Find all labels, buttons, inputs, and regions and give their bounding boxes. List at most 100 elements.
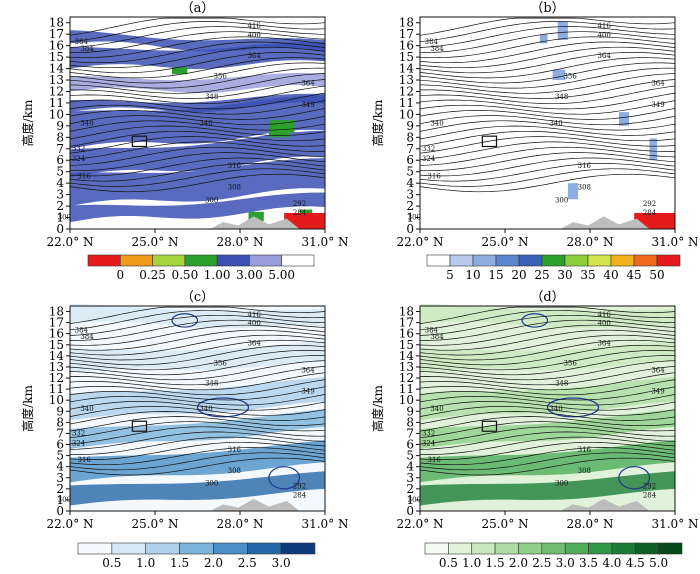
colorbar-swatch	[119, 254, 153, 267]
shaded-cell	[649, 138, 658, 161]
isentrope-line	[419, 334, 676, 356]
cloud-outline	[268, 466, 301, 490]
isentrope-label: 324	[72, 439, 86, 447]
isentrope-line	[69, 400, 326, 411]
y-tick-label: 6	[406, 153, 414, 167]
isentrope-line	[69, 379, 326, 396]
colorbar-swatch	[541, 542, 566, 555]
y-tick-label: 4	[56, 460, 64, 474]
y-tick-label: 9	[56, 404, 64, 418]
terrain	[560, 216, 650, 229]
y-tick-label: 3	[406, 188, 414, 202]
y-tick-label: 0	[406, 504, 414, 518]
isentrope-label: 332	[72, 145, 85, 153]
isentrope-line	[419, 57, 676, 79]
y-tick-label: 17	[399, 316, 414, 330]
colorbar-swatch	[588, 542, 613, 555]
shaded-band	[420, 409, 675, 449]
colorbar-swatch	[564, 254, 589, 267]
y-axis-label: 高度/km	[20, 99, 35, 146]
isentrope-label: 400	[247, 31, 260, 39]
isentrope-line	[419, 17, 676, 36]
y-tick-label: 2	[406, 482, 414, 496]
isentrope-label: 364	[651, 79, 665, 87]
plot-frame	[419, 305, 676, 512]
colorbar-label: 30	[557, 268, 572, 282]
isentrope-line	[69, 416, 326, 432]
isentrope-label: 416	[597, 22, 611, 30]
colorbar-label: 3.0	[556, 556, 575, 570]
colorbar-swatch	[216, 254, 250, 267]
panel-label: （b）	[530, 1, 564, 16]
isentrope-line	[69, 31, 326, 54]
isentrope-label: 316	[77, 172, 91, 180]
isentrope-line	[69, 339, 326, 361]
isentrope-label: 348	[205, 380, 218, 388]
colorbar-swatch	[448, 542, 473, 555]
colorbar-swatch	[518, 254, 543, 267]
y-tick-label: 13	[399, 360, 414, 374]
isentrope-label: 300	[205, 479, 218, 487]
shaded-band	[70, 95, 325, 149]
isentrope-line	[419, 52, 676, 74]
shaded-cell	[539, 34, 548, 44]
colorbar-swatch	[495, 254, 520, 267]
isentrope-line	[419, 372, 676, 391]
isentrope-line	[69, 452, 326, 471]
isentrope-line	[69, 406, 326, 417]
y-axis-label: 高度/km	[370, 385, 385, 432]
isentrope-line	[419, 115, 676, 126]
isentrope-label: 364	[301, 79, 315, 87]
colorbar-label: 25	[534, 268, 549, 282]
isentrope-line	[419, 26, 676, 48]
y-tick-label: 2	[56, 482, 64, 496]
isentrope-line	[419, 62, 676, 84]
y-tick-label: 8	[56, 415, 64, 429]
y-tick-label: 13	[49, 360, 64, 374]
colorbar-swatch	[111, 542, 147, 555]
colorbar-swatch	[656, 254, 681, 267]
shaded-band	[70, 72, 325, 94]
isentrope-line	[69, 115, 326, 126]
colorbar-label: 1.5	[486, 556, 505, 570]
isentrope-label: 384	[80, 333, 94, 341]
isentrope-line	[419, 350, 676, 371]
isentrope-line	[419, 360, 676, 381]
shaded-band	[70, 93, 325, 113]
y-tick-label: 10	[399, 393, 414, 407]
isentrope-line	[419, 146, 676, 166]
isentrope-label: 340	[430, 405, 443, 413]
isentrope-line	[419, 125, 676, 140]
isentrope-line	[69, 306, 326, 324]
y-tick-label: 0	[56, 222, 64, 236]
y-tick-label: 16	[399, 327, 414, 341]
colorbar-swatch	[564, 542, 589, 555]
isentrope-line	[69, 67, 326, 89]
colorbar-swatch	[611, 542, 636, 555]
colorbar-label: 1.0	[136, 556, 155, 570]
x-tick-label: 31.0° N	[301, 517, 348, 531]
isentrope-line	[69, 141, 326, 160]
isentrope-line	[69, 17, 326, 36]
x-tick-label: 28.0° N	[216, 235, 263, 249]
colorbar-label: 5	[446, 268, 454, 282]
x-tick-label: 22.0° N	[396, 517, 443, 531]
isentrope-line	[419, 386, 676, 401]
isentrope-line	[69, 52, 326, 74]
x-tick-label: 22.0° N	[396, 235, 443, 249]
y-tick-label: 18	[49, 16, 64, 30]
isentrope-label: 308	[578, 467, 591, 475]
plot-frame	[69, 305, 326, 512]
isentrope-line	[419, 436, 676, 455]
isentrope-line	[69, 163, 326, 182]
isentrope-label: 384	[425, 326, 439, 334]
shaded-band	[420, 440, 675, 483]
isentrope-label: 364	[301, 366, 315, 374]
colorbar-label: 1.0	[462, 556, 481, 570]
isentrope-line	[420, 319, 676, 341]
isentrope-line	[69, 26, 326, 48]
colorbar-swatch	[587, 254, 612, 267]
colorbar-swatch	[213, 542, 248, 555]
